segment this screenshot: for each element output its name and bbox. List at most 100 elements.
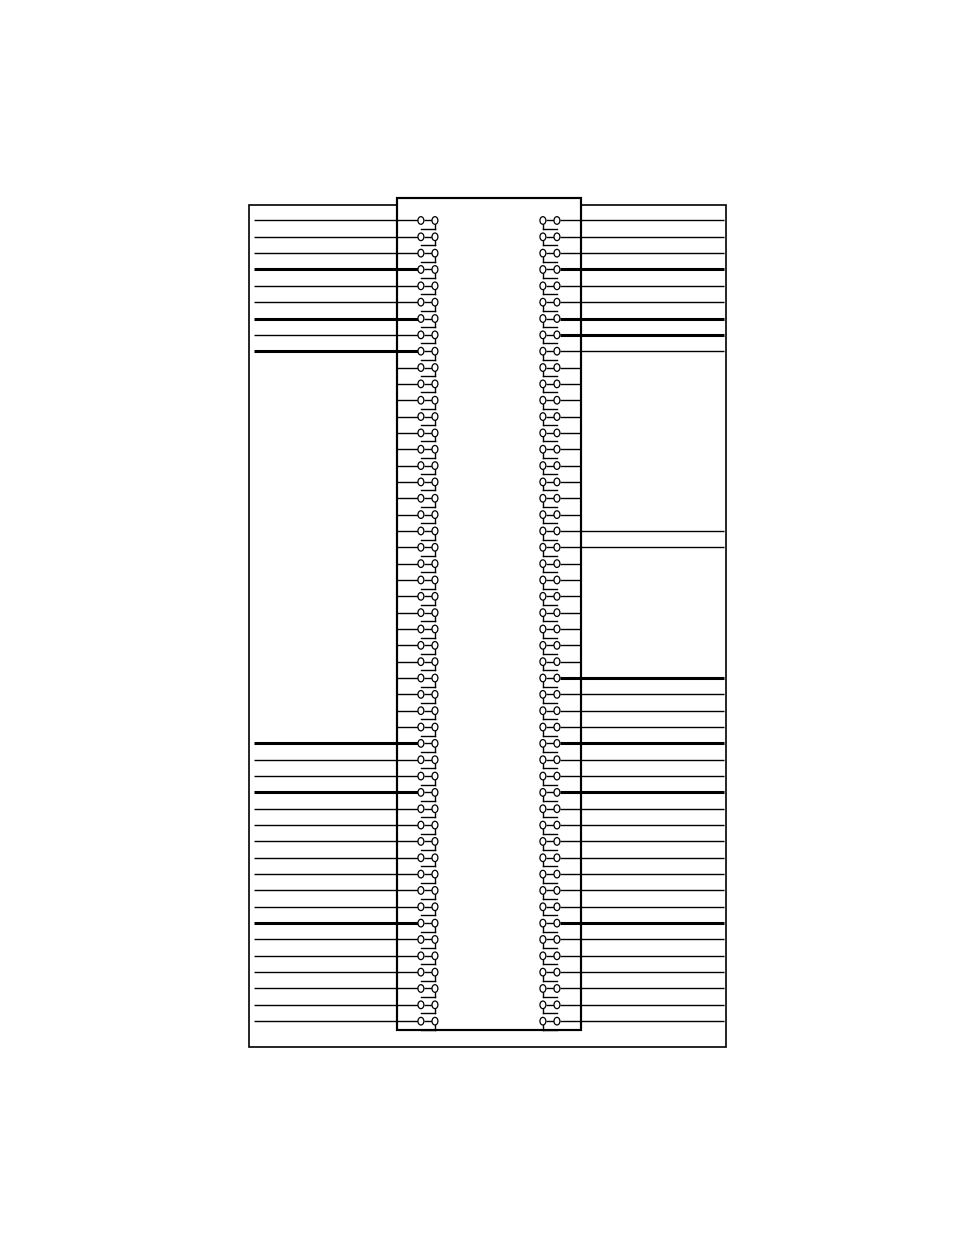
Circle shape xyxy=(539,1002,545,1009)
Circle shape xyxy=(554,494,559,503)
Circle shape xyxy=(432,740,437,747)
Circle shape xyxy=(539,543,545,551)
Circle shape xyxy=(417,396,423,404)
Circle shape xyxy=(554,919,559,927)
Circle shape xyxy=(539,577,545,584)
Circle shape xyxy=(554,396,559,404)
Circle shape xyxy=(417,641,423,650)
Circle shape xyxy=(417,740,423,747)
Circle shape xyxy=(554,641,559,650)
Circle shape xyxy=(432,511,437,519)
Circle shape xyxy=(417,674,423,682)
Circle shape xyxy=(554,821,559,829)
Circle shape xyxy=(417,952,423,960)
Circle shape xyxy=(554,216,559,225)
Circle shape xyxy=(539,266,545,273)
Circle shape xyxy=(432,952,437,960)
Circle shape xyxy=(539,772,545,779)
Circle shape xyxy=(539,299,545,306)
Circle shape xyxy=(554,903,559,910)
Circle shape xyxy=(432,478,437,485)
Circle shape xyxy=(417,216,423,225)
Circle shape xyxy=(554,364,559,372)
Circle shape xyxy=(432,331,437,338)
Circle shape xyxy=(554,1002,559,1009)
Circle shape xyxy=(417,593,423,600)
Circle shape xyxy=(432,609,437,616)
Circle shape xyxy=(417,429,423,437)
Circle shape xyxy=(554,249,559,257)
Circle shape xyxy=(554,233,559,241)
Circle shape xyxy=(417,282,423,290)
Circle shape xyxy=(539,494,545,503)
Circle shape xyxy=(432,625,437,632)
Circle shape xyxy=(432,559,437,567)
Circle shape xyxy=(554,429,559,437)
Circle shape xyxy=(432,282,437,290)
Circle shape xyxy=(432,380,437,388)
Circle shape xyxy=(554,756,559,763)
Circle shape xyxy=(417,968,423,976)
Circle shape xyxy=(539,837,545,845)
Circle shape xyxy=(539,446,545,453)
Circle shape xyxy=(539,871,545,878)
Circle shape xyxy=(417,380,423,388)
Circle shape xyxy=(539,396,545,404)
Circle shape xyxy=(417,494,423,503)
Circle shape xyxy=(539,593,545,600)
Circle shape xyxy=(432,968,437,976)
Circle shape xyxy=(432,821,437,829)
Circle shape xyxy=(417,543,423,551)
Circle shape xyxy=(432,216,437,225)
Circle shape xyxy=(432,315,437,322)
Circle shape xyxy=(539,952,545,960)
Circle shape xyxy=(417,853,423,862)
Circle shape xyxy=(554,331,559,338)
Circle shape xyxy=(417,724,423,731)
Circle shape xyxy=(539,282,545,290)
Circle shape xyxy=(554,446,559,453)
Circle shape xyxy=(417,299,423,306)
Circle shape xyxy=(417,364,423,372)
Circle shape xyxy=(417,315,423,322)
Circle shape xyxy=(417,984,423,992)
Circle shape xyxy=(432,543,437,551)
Circle shape xyxy=(432,412,437,420)
Circle shape xyxy=(554,853,559,862)
Circle shape xyxy=(432,936,437,944)
Circle shape xyxy=(539,347,545,354)
Circle shape xyxy=(432,903,437,910)
Circle shape xyxy=(432,789,437,797)
Circle shape xyxy=(417,347,423,354)
Circle shape xyxy=(432,396,437,404)
Circle shape xyxy=(432,1018,437,1025)
Circle shape xyxy=(539,641,545,650)
Circle shape xyxy=(554,462,559,469)
Circle shape xyxy=(432,577,437,584)
Circle shape xyxy=(554,805,559,813)
Circle shape xyxy=(417,805,423,813)
Circle shape xyxy=(432,446,437,453)
Circle shape xyxy=(554,559,559,567)
Circle shape xyxy=(432,347,437,354)
Circle shape xyxy=(554,282,559,290)
Circle shape xyxy=(432,724,437,731)
Circle shape xyxy=(554,511,559,519)
Circle shape xyxy=(554,1018,559,1025)
Circle shape xyxy=(539,724,545,731)
Circle shape xyxy=(554,577,559,584)
Circle shape xyxy=(554,968,559,976)
Circle shape xyxy=(539,968,545,976)
Circle shape xyxy=(539,364,545,372)
Circle shape xyxy=(432,494,437,503)
Circle shape xyxy=(539,478,545,485)
Circle shape xyxy=(417,821,423,829)
Circle shape xyxy=(432,299,437,306)
Circle shape xyxy=(417,919,423,927)
Circle shape xyxy=(432,527,437,535)
Circle shape xyxy=(539,756,545,763)
Circle shape xyxy=(432,919,437,927)
Circle shape xyxy=(554,740,559,747)
Circle shape xyxy=(539,511,545,519)
Circle shape xyxy=(554,380,559,388)
